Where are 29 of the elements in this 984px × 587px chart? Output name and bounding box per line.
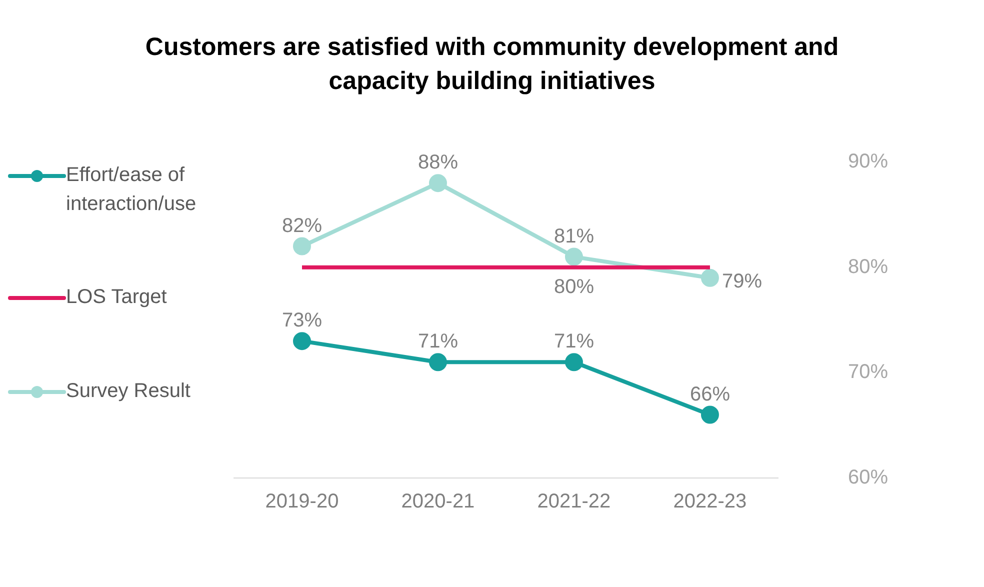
point [292, 332, 311, 350]
data-label: 73% [282, 310, 322, 332]
point [700, 406, 719, 424]
data-label: 79% [722, 270, 762, 292]
data-label: 71% [418, 330, 458, 353]
y-tick-label: 70% [848, 361, 888, 384]
legend-label: Survey Result [66, 379, 190, 404]
chart-title: Customers are satisfied with community development and capacity building initiatives [144, 32, 840, 97]
point [428, 353, 447, 372]
point [428, 174, 447, 192]
data-label: 81% [554, 225, 594, 248]
point [564, 248, 583, 266]
data-label: 71% [554, 330, 594, 353]
point [700, 268, 719, 287]
y-tick-label: 80% [848, 256, 888, 278]
x-tick-label: 2022-23 [673, 490, 747, 513]
data-label: 82% [282, 214, 322, 237]
y-tick-label: 60% [848, 466, 888, 489]
x-tick-label: 2021-22 [537, 490, 611, 513]
y-tick-label: 90% [848, 150, 888, 173]
data-label: 80% [554, 276, 594, 298]
legend-label: LOS Target [66, 285, 167, 310]
legend-label: Effort/ease of interaction/use [66, 162, 198, 217]
data-label: 66% [690, 383, 730, 406]
x-tick-label: 2020-21 [401, 490, 475, 513]
data-label: 88% [418, 152, 458, 174]
point [292, 237, 311, 256]
x-tick-label: 2019-20 [265, 490, 339, 513]
point [564, 353, 583, 372]
